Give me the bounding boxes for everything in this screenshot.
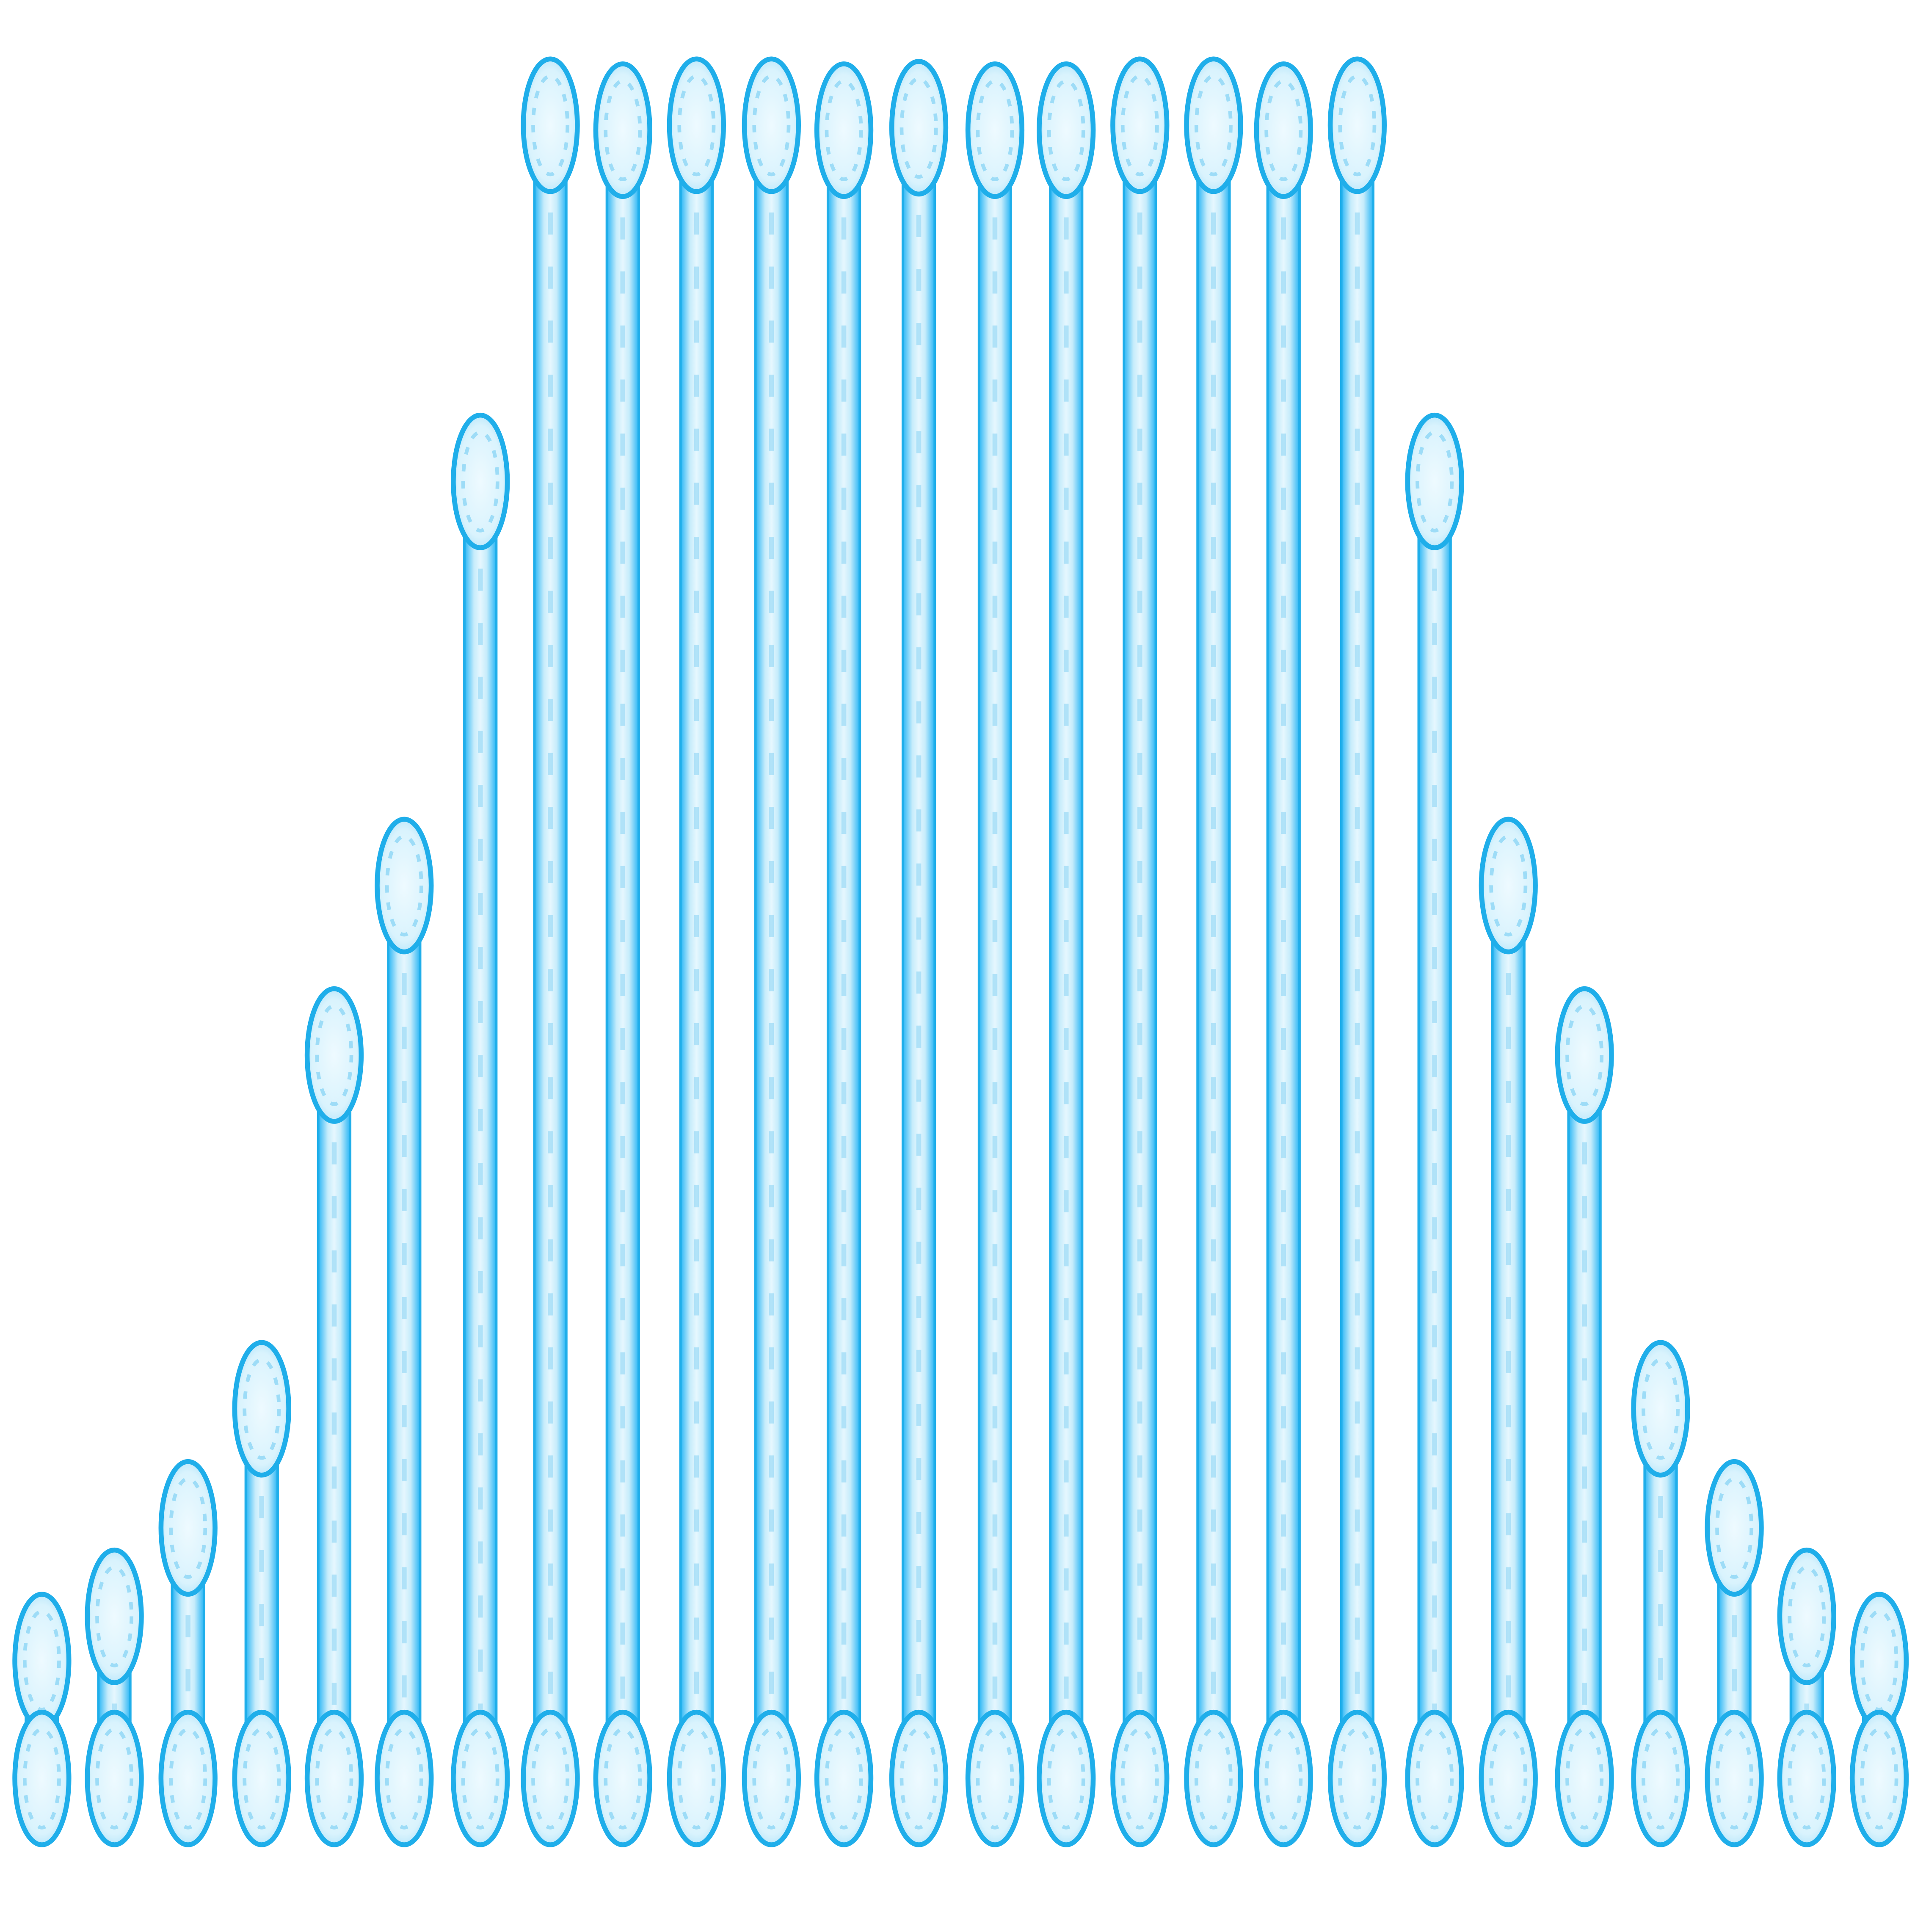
cotton-swab [593, 61, 652, 1847]
head-texture [1860, 1727, 1898, 1830]
head-texture [1194, 1727, 1233, 1830]
cotton-swab [85, 1547, 144, 1847]
head-texture [604, 79, 642, 181]
head-texture [315, 1004, 353, 1106]
head-texture [1489, 1727, 1528, 1830]
head-texture [243, 1727, 281, 1830]
head-texture [169, 1477, 207, 1579]
head-texture [95, 1565, 134, 1667]
cotton-swab [1479, 817, 1538, 1847]
head-texture [95, 1727, 134, 1830]
cotton-swab [1849, 1592, 1909, 1847]
head-texture [1047, 1727, 1085, 1830]
head-texture [1264, 79, 1303, 181]
head-texture [531, 1727, 570, 1830]
cotton-swab [158, 1459, 218, 1847]
head-texture [461, 430, 499, 533]
head-texture [243, 1358, 281, 1460]
head-texture [677, 1727, 716, 1830]
head-texture [900, 77, 938, 179]
cotton-swab [232, 1340, 291, 1847]
head-texture [169, 1727, 207, 1830]
cotton-swab [1254, 61, 1313, 1847]
head-texture [1416, 430, 1454, 533]
head-texture [1120, 1727, 1159, 1830]
cotton-swab [965, 61, 1025, 1847]
head-texture [752, 1727, 791, 1830]
head-texture [976, 79, 1014, 181]
head-texture [825, 79, 863, 181]
head-texture [1264, 1727, 1303, 1830]
head-texture [1047, 79, 1085, 181]
head-texture [1642, 1727, 1680, 1830]
head-texture [1788, 1727, 1826, 1830]
head-texture [1565, 1004, 1604, 1106]
head-texture [900, 1727, 938, 1830]
cotton-swab [1705, 1459, 1764, 1847]
cotton-swab [1555, 986, 1614, 1847]
cotton-swab [12, 1592, 72, 1847]
cotton-swab [1184, 56, 1243, 1847]
head-texture [604, 1727, 642, 1830]
head-texture [1489, 834, 1528, 937]
cotton-swab [1631, 1340, 1690, 1847]
head-texture [385, 1727, 423, 1830]
cotton-swab [451, 412, 510, 1847]
head-texture [1338, 1727, 1377, 1830]
cotton-swab [1327, 56, 1387, 1847]
head-texture [825, 1727, 863, 1830]
head-texture [1788, 1565, 1826, 1667]
cotton-swab [742, 56, 801, 1847]
cotton-swab [1777, 1547, 1836, 1847]
head-texture [461, 1727, 499, 1830]
cotton-swab [889, 59, 949, 1847]
head-texture [1715, 1477, 1754, 1579]
head-texture [1642, 1358, 1680, 1460]
swab-stick [1643, 1441, 1678, 1747]
cotton-swab [1037, 61, 1096, 1847]
cotton-swab [304, 986, 364, 1847]
cotton-swab [814, 61, 874, 1847]
cotton-swab [1110, 56, 1170, 1847]
head-texture [22, 1727, 61, 1830]
cotton-swab [1405, 412, 1464, 1847]
head-texture [1416, 1727, 1454, 1830]
head-texture [1565, 1727, 1604, 1830]
head-texture [385, 834, 423, 937]
head-texture [315, 1727, 353, 1830]
head-texture [976, 1727, 1014, 1830]
cotton-swab [667, 56, 726, 1847]
cotton-swab [375, 817, 434, 1847]
head-texture [1715, 1727, 1754, 1830]
swab-stick [244, 1441, 279, 1747]
cotton-swab [521, 56, 580, 1847]
